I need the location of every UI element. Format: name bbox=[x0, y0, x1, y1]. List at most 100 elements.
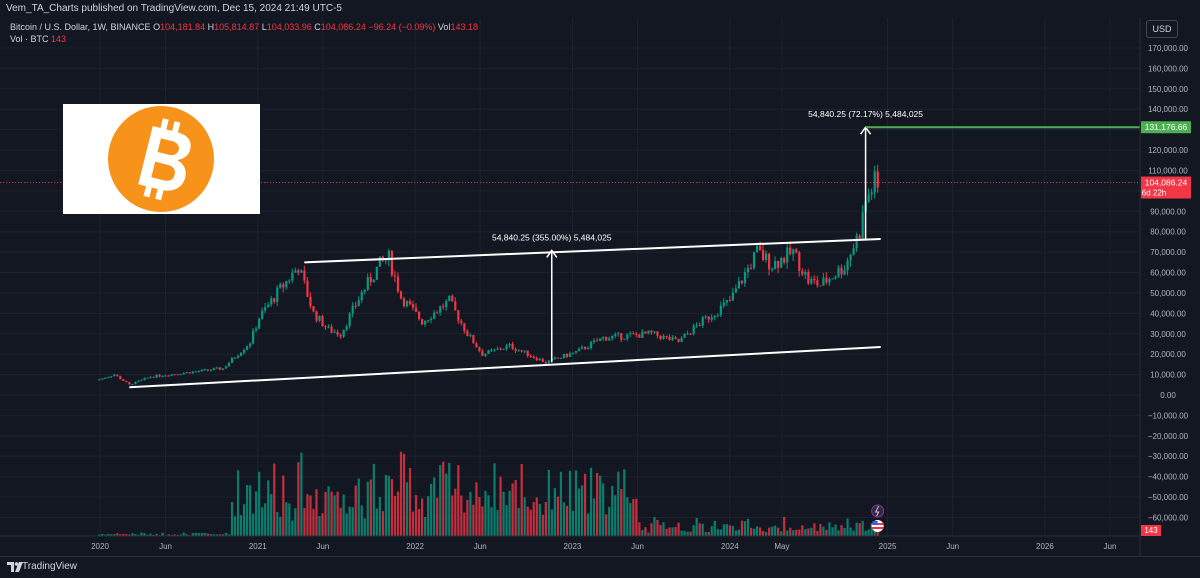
volume-bar bbox=[517, 507, 520, 536]
volume-bar bbox=[589, 467, 593, 536]
candle-body bbox=[780, 257, 783, 268]
volume-bar bbox=[577, 488, 581, 536]
volume-bar bbox=[602, 483, 605, 536]
candle-body bbox=[629, 333, 632, 335]
candle-body bbox=[620, 333, 623, 340]
candle-body bbox=[571, 352, 575, 354]
volume-bar bbox=[550, 509, 553, 536]
candle-body bbox=[300, 270, 303, 273]
candle-body bbox=[258, 318, 261, 329]
volume-bar bbox=[173, 534, 176, 536]
candle-body bbox=[221, 368, 225, 370]
volume-bar bbox=[402, 453, 406, 536]
volume-bar bbox=[321, 513, 324, 536]
symbol-name[interactable]: Bitcoin / U.S. Dollar, 1W, BINANCE bbox=[10, 22, 151, 32]
candle-body bbox=[215, 367, 219, 369]
volume-bar bbox=[876, 530, 879, 536]
candle-body bbox=[692, 325, 695, 334]
volume-bar bbox=[137, 534, 140, 536]
volume-bar bbox=[267, 480, 270, 536]
volume-bar bbox=[804, 529, 807, 536]
candle-body bbox=[469, 335, 472, 337]
volume-bar bbox=[424, 516, 427, 536]
volume-bar bbox=[215, 534, 219, 536]
candle-body bbox=[535, 357, 538, 361]
volume-bar bbox=[514, 480, 517, 536]
volume-bar bbox=[556, 496, 559, 536]
volume-bar bbox=[562, 502, 566, 536]
volume-bar bbox=[701, 523, 704, 536]
volume-bar bbox=[583, 473, 587, 536]
volume-bar bbox=[291, 520, 294, 536]
candle-body bbox=[683, 334, 686, 338]
vol-indicator-label[interactable]: Vol · BTC bbox=[10, 34, 49, 44]
volume-bar bbox=[372, 463, 375, 536]
candle-body bbox=[710, 317, 713, 320]
volume-bar bbox=[261, 507, 264, 536]
volume-bar bbox=[445, 473, 448, 536]
volume-bar bbox=[312, 508, 315, 536]
volume-bar bbox=[366, 481, 369, 536]
x-tick-label: 2020 bbox=[91, 542, 109, 551]
candle-body bbox=[602, 336, 605, 339]
y-tick-label: −20,000.00 bbox=[1148, 432, 1189, 441]
candle-body bbox=[393, 275, 397, 277]
volume-bar bbox=[593, 498, 596, 536]
volume-bar bbox=[294, 508, 297, 536]
volume-bar bbox=[306, 494, 309, 536]
volume-bar bbox=[104, 534, 107, 536]
volume-bar bbox=[387, 475, 391, 536]
candle-body bbox=[384, 260, 388, 262]
candle-body bbox=[297, 270, 300, 273]
volume-bar bbox=[768, 527, 771, 536]
volume-bar bbox=[239, 515, 243, 536]
volume-bar bbox=[439, 465, 442, 536]
volume-bar bbox=[252, 513, 255, 536]
volume-bar bbox=[324, 491, 327, 536]
volume-bar bbox=[535, 497, 538, 536]
channel-line-upper bbox=[304, 238, 881, 264]
volume-bar bbox=[399, 451, 403, 536]
us-flag-stripe bbox=[871, 527, 884, 529]
x-tick-label: Jun bbox=[1104, 542, 1117, 551]
volume-bar bbox=[755, 526, 759, 536]
candle-body bbox=[98, 379, 101, 381]
candle-body bbox=[617, 333, 620, 335]
volume-bar bbox=[427, 496, 430, 536]
volume-bar bbox=[375, 508, 378, 536]
volume-bar bbox=[212, 534, 216, 536]
bitcoin-icon bbox=[108, 106, 214, 212]
tradingview-logo-icon[interactable] bbox=[7, 560, 23, 574]
candle-body bbox=[719, 305, 722, 316]
candle-body bbox=[740, 280, 744, 284]
volume-bar bbox=[448, 462, 451, 536]
candle-body bbox=[179, 374, 182, 376]
currency-button[interactable]: USD bbox=[1146, 20, 1178, 38]
candle-body bbox=[526, 350, 529, 357]
volume-bar bbox=[659, 524, 662, 536]
candle-body bbox=[731, 292, 735, 301]
volume-bar bbox=[357, 478, 360, 536]
candle-body bbox=[596, 340, 599, 342]
candle-body bbox=[532, 356, 535, 358]
volume-bar bbox=[668, 527, 671, 536]
volume-bar bbox=[505, 505, 508, 536]
footer-brand[interactable]: TradingView bbox=[22, 561, 78, 572]
volume-bar bbox=[761, 530, 765, 536]
candle-body bbox=[264, 307, 267, 311]
candle-body bbox=[261, 310, 264, 319]
volume-bar bbox=[209, 534, 212, 536]
candle-body bbox=[807, 272, 810, 284]
candle-body bbox=[656, 331, 659, 336]
candle-body bbox=[387, 250, 391, 261]
candle-body bbox=[125, 380, 128, 383]
volume-bar bbox=[822, 526, 825, 536]
volume-bar bbox=[864, 530, 867, 536]
volume-bar bbox=[442, 461, 445, 536]
volume-bar bbox=[810, 527, 813, 536]
volume-bar bbox=[496, 510, 499, 536]
candle-body bbox=[321, 315, 324, 327]
candle-body bbox=[858, 235, 861, 239]
candle-body bbox=[372, 279, 375, 283]
